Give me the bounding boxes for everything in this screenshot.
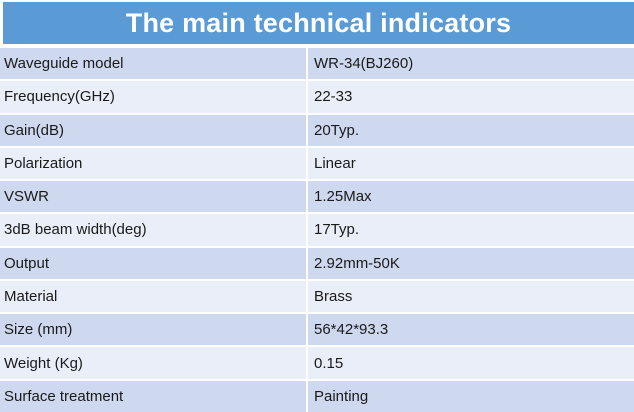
row-value-beam-width: 17Typ. [308,214,634,246]
row-label-frequency: Frequency(GHz) [0,81,306,113]
row-value-material: Brass [308,280,634,313]
row-value-gain: 20Typ. [308,114,634,146]
spec-table: Waveguide model WR-34(BJ260) Frequency(G… [0,48,634,412]
row-value-frequency: 22-33 [308,81,634,113]
row-label-beam-width: 3dB beam width(deg) [0,214,306,246]
row-label-waveguide-model: Waveguide model [0,48,306,80]
row-value-waveguide-model: WR-34(BJ260) [308,48,634,80]
page-title: The main technical indicators [125,7,512,38]
row-label-material: Material [0,280,306,313]
row-label-weight: Weight (Kg) [0,347,306,379]
row-label-gain: Gain(dB) [0,114,306,146]
row-label-surface-treatment: Surface treatment [0,380,306,412]
title-bar: The main technical indicators [3,2,634,44]
row-label-vswr: VSWR [0,181,306,213]
row-value-weight: 0.15 [308,347,634,379]
row-label-output: Output [0,247,306,279]
row-value-output: 2.92mm-50K [308,247,634,279]
row-value-vswr: 1.25Max [308,181,634,213]
row-label-size: Size (mm) [0,314,306,346]
row-value-surface-treatment: Painting [308,380,634,412]
row-value-size: 56*42*93.3 [308,314,634,346]
row-label-polarization: Polarization [0,147,306,180]
row-value-polarization: Linear [308,147,634,180]
